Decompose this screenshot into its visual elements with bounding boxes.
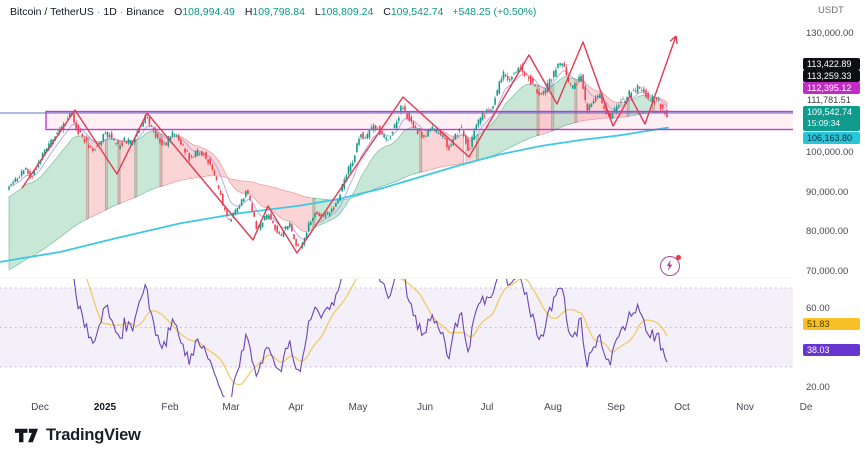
price-label-chip: 109,542.74 15:09:34 (803, 106, 860, 131)
month-label: Nov (736, 402, 754, 413)
notification-dot (676, 255, 681, 260)
time-axis[interactable]: Dec 2025 Feb Mar Apr May Jun Jul Aug Sep Oct Nov De (0, 397, 865, 419)
open-value: 108,994.49 (182, 6, 235, 18)
month-label: May (348, 402, 368, 413)
price-label-chip: 106,163.80 (803, 132, 860, 144)
month-label: Jul (480, 402, 494, 413)
close-value: 109,542.74 (390, 6, 444, 18)
open-label: O (174, 6, 183, 18)
supply-zone-border (45, 110, 793, 131)
supply-zone (46, 111, 793, 130)
main-pane[interactable] (0, 35, 803, 271)
ma-ribbon-bear (159, 132, 316, 233)
price-tick-label: 70,000.00 (806, 266, 849, 277)
countdown-timer: 15:09:34 (807, 118, 841, 128)
month-label: De (799, 402, 813, 413)
tradingview-mark-icon (15, 428, 38, 443)
rsi-line (73, 279, 668, 397)
axis-currency-label[interactable]: USDT (818, 5, 844, 16)
separator-dot: · (96, 6, 101, 18)
rsi-tick-label: 60.00 (806, 302, 830, 314)
cyan-ma-line (0, 126, 669, 263)
month-label: 2025 (93, 402, 117, 413)
low-value: 108,809.24 (320, 6, 374, 18)
price-label-chip: 113,259.33 (803, 70, 860, 82)
price-label-chip: 38.03 (803, 344, 860, 356)
price-label-chip: 112,395.12 (803, 82, 860, 94)
ma-ribbon-bear (117, 139, 138, 205)
price-axis[interactable]: USDT 130,000.00 100,000.00 90,000.00 80,000… (793, 0, 865, 397)
change-value: +548.25 (+0.50%) (452, 6, 537, 18)
price-label-chip: 51.83 (803, 318, 860, 330)
rsi-ma-line (86, 279, 668, 386)
price-tick-label: 130,000.00 (806, 28, 854, 39)
zigzag-pattern-line (21, 35, 677, 254)
high-label: H (244, 6, 253, 18)
month-label: Aug (544, 402, 562, 413)
rsi-pane[interactable] (0, 245, 793, 401)
month-label: Feb (161, 402, 179, 413)
price-tick-label: 90,000.00 (806, 186, 849, 198)
month-label: Mar (222, 402, 240, 413)
tradingview-wordmark: TradingView (46, 426, 141, 444)
low-label: L (314, 6, 321, 18)
month-label: Dec (31, 402, 49, 413)
lightning-bolt-icon (666, 259, 673, 271)
price-label-chip: 111,781.51 (807, 95, 851, 105)
month-label: Jun (416, 402, 434, 413)
tradingview-logo[interactable]: TradingView (14, 424, 141, 447)
price-tick-label: 100,000.00 (806, 147, 854, 158)
close-label: C (383, 6, 391, 18)
month-label: Oct (674, 402, 690, 413)
ema9-line (8, 70, 668, 240)
exchange-label[interactable]: Binance (126, 6, 165, 18)
symbol-name[interactable]: Bitcoin / TetherUS (10, 6, 94, 18)
ma-ribbon-bear (86, 136, 108, 220)
month-label: Apr (288, 402, 304, 413)
flash-icon[interactable] (660, 255, 681, 276)
month-label: Sep (607, 402, 625, 413)
rsi-tick-label: 20.00 (806, 381, 830, 393)
ma-ribbon-bull (134, 130, 163, 199)
trend-arrow-head (669, 35, 678, 45)
price-label-chip: 113,422.89 (803, 58, 860, 70)
symbol-header: Bitcoin / TetherUS · 1D · Binance O108,994.4… (10, 6, 536, 18)
price-tick-label: 80,000.00 (806, 226, 849, 238)
interval-label[interactable]: 1D (103, 6, 117, 18)
high-value: 109,798.84 (252, 6, 305, 18)
separator-dot: · (119, 6, 124, 18)
